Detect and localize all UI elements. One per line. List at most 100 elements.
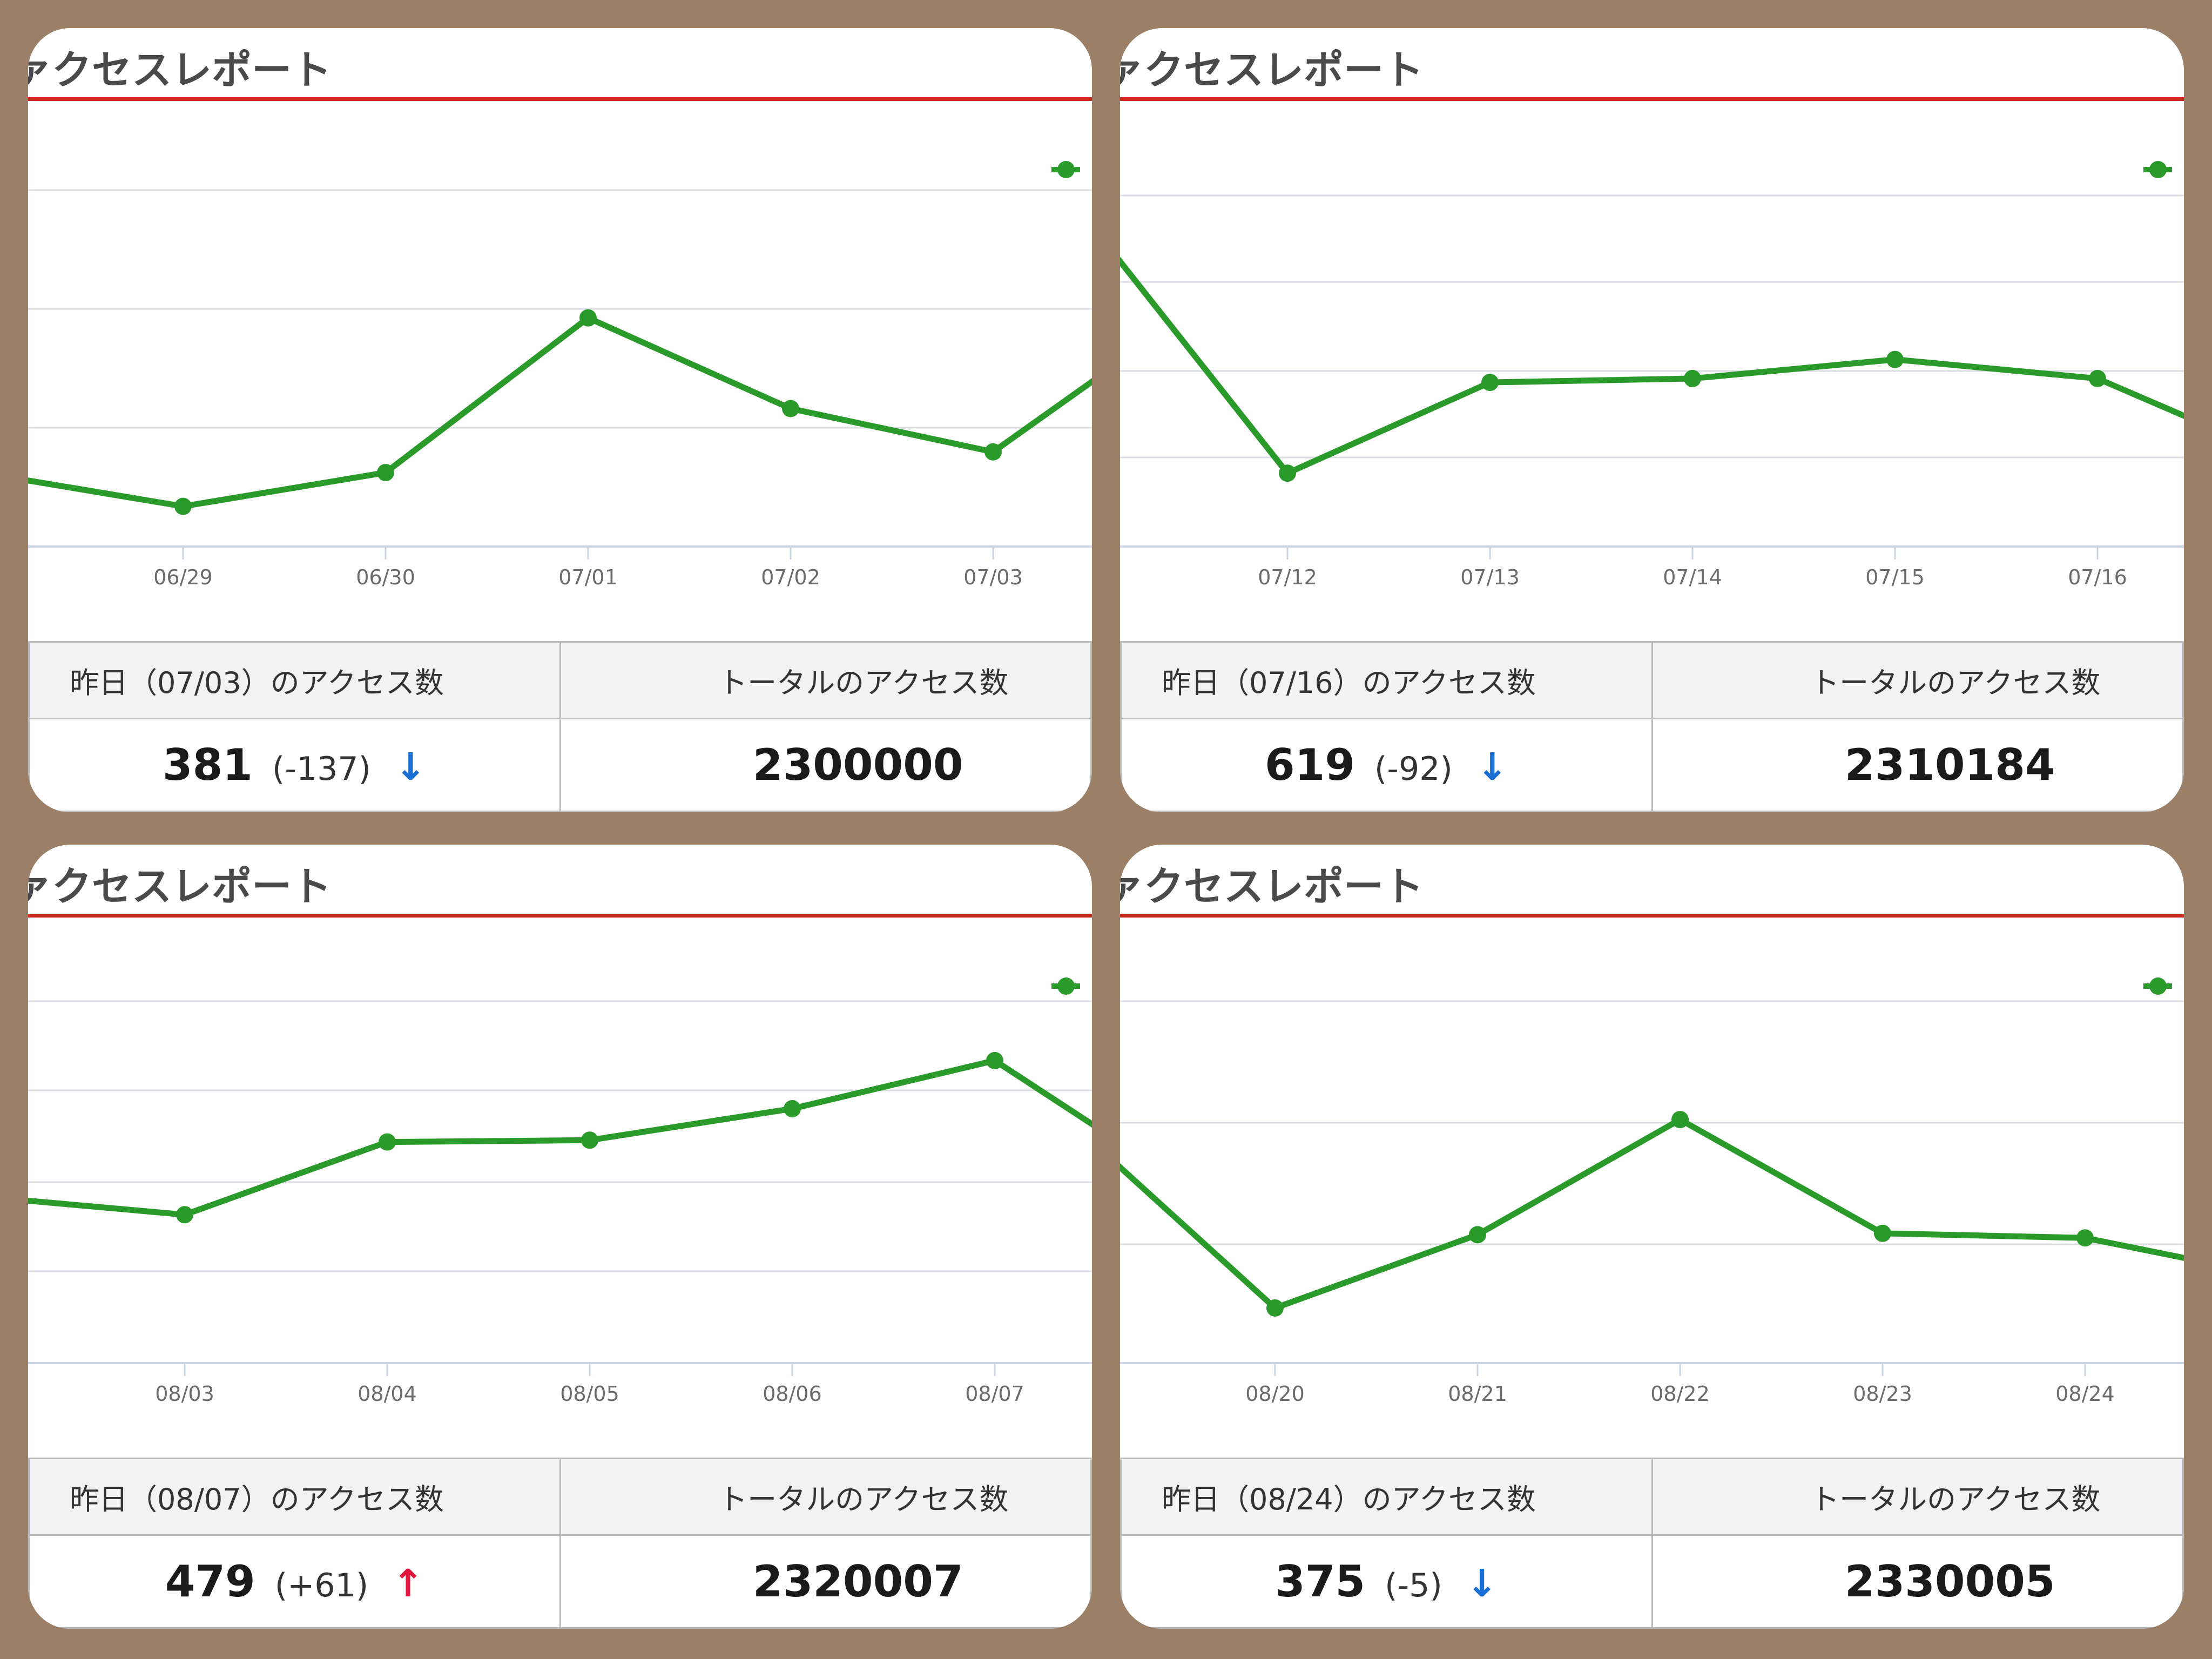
series-line xyxy=(28,1057,1092,1218)
data-point xyxy=(581,1131,598,1149)
access-line-chart: 06/29 06/30 07/01 07/02 07/03 xyxy=(28,161,1092,589)
data-point xyxy=(2076,1229,2094,1247)
x-tick-label: 07/15 xyxy=(1865,565,1925,589)
legend-dot-icon xyxy=(1057,977,1075,995)
yesterday-access-count: 375 xyxy=(1275,1556,1366,1607)
access-report-panel-4: 08/20 08/21 08/22 08/23 08/24 ァクセスレポート 昨日（08… xyxy=(1120,845,2184,1629)
arrow-down-icon: ↓ xyxy=(1466,1561,1498,1606)
yesterday-access-count: 479 xyxy=(165,1556,255,1607)
data-point xyxy=(176,1206,193,1224)
x-tick-label: 06/29 xyxy=(153,565,213,589)
data-point xyxy=(379,1133,396,1151)
data-point xyxy=(1266,1299,1284,1317)
access-report-panel-1: 06/29 06/30 07/01 07/02 07/03 ァクセスレポート 昨日（07… xyxy=(28,28,1092,812)
total-access-count: 2300000 xyxy=(752,740,963,791)
access-line-chart: 08/03 08/04 08/05 08/06 08/07 xyxy=(28,977,1092,1406)
yesterday-access-header: 昨日（07/16）のアクセス数 xyxy=(1120,640,1653,720)
x-tick-label: 07/16 xyxy=(2068,565,2127,589)
x-tick-label: 08/20 xyxy=(1245,1382,1305,1406)
data-point xyxy=(1469,1226,1486,1244)
total-access-header: トータルのアクセス数 xyxy=(559,1457,1092,1536)
data-point xyxy=(1671,1111,1689,1129)
data-point xyxy=(2089,369,2106,387)
x-tick-label: 08/06 xyxy=(763,1382,822,1406)
panel-title: ァクセスレポート xyxy=(28,864,332,910)
total-access-cell: 2300000 xyxy=(559,718,1092,812)
arrow-down-icon: ↓ xyxy=(394,745,427,790)
access-stats-table: 昨日（07/03）のアクセス数 トータルのアクセス数 381 (-137) ↓ 23… xyxy=(28,640,1092,812)
access-report-panel-2: 07/12 07/13 07/14 07/15 07/16 ァクセスレポート 昨日（07… xyxy=(1120,28,2184,812)
total-access-header: トータルのアクセス数 xyxy=(1651,1457,2184,1536)
data-point xyxy=(1279,464,1296,482)
access-stats-table: 昨日（08/07）のアクセス数 トータルのアクセス数 479 (+61) ↑ 232… xyxy=(28,1457,1092,1629)
series-line xyxy=(28,315,1092,510)
yesterday-access-cell: 619 (-92) ↓ xyxy=(1120,718,1653,812)
title-underline xyxy=(28,914,1092,918)
x-tick-label: 08/04 xyxy=(358,1382,417,1406)
data-point xyxy=(1874,1224,1891,1242)
data-point xyxy=(784,1100,801,1117)
x-tick-label: 08/22 xyxy=(1650,1382,1710,1406)
access-line-chart: 08/20 08/21 08/22 08/23 08/24 xyxy=(1120,977,2184,1406)
panel-title: ァクセスレポート xyxy=(1120,47,1424,93)
access-difference: (-137) xyxy=(272,750,371,788)
yesterday-access-header: 昨日（08/07）のアクセス数 xyxy=(28,1457,561,1536)
x-tick-label: 07/12 xyxy=(1258,565,1317,589)
x-tick-label: 08/24 xyxy=(2055,1382,2115,1406)
x-tick-label: 07/01 xyxy=(558,565,618,589)
title-underline xyxy=(1120,914,2184,918)
x-tick-label: 08/21 xyxy=(1448,1382,1507,1406)
x-tick-label: 08/23 xyxy=(1853,1382,1912,1406)
data-point xyxy=(579,309,597,327)
data-point xyxy=(174,497,192,515)
access-stats-table: 昨日（07/16）のアクセス数 トータルのアクセス数 619 (-92) ↓ 231… xyxy=(1120,640,2184,812)
yesterday-access-count: 381 xyxy=(162,740,253,791)
yesterday-access-cell: 381 (-137) ↓ xyxy=(28,718,561,812)
data-point xyxy=(984,443,1002,461)
data-point xyxy=(377,464,394,482)
data-point xyxy=(986,1051,1003,1069)
x-tick-label: 07/03 xyxy=(963,565,1023,589)
x-tick-label: 08/03 xyxy=(155,1382,214,1406)
access-line-chart: 07/12 07/13 07/14 07/15 07/16 xyxy=(1120,161,2184,589)
legend-dot-icon xyxy=(1057,161,1075,178)
total-access-cell: 2310184 xyxy=(1651,718,2184,812)
yesterday-access-header: 昨日（07/03）のアクセス数 xyxy=(28,640,561,720)
arrow-down-icon: ↓ xyxy=(1476,745,1508,790)
access-difference: (-92) xyxy=(1374,750,1453,788)
total-access-count: 2320007 xyxy=(752,1556,963,1607)
access-difference: (-5) xyxy=(1385,1567,1442,1605)
x-tick-label: 06/30 xyxy=(356,565,415,589)
access-report-panel-3: 08/03 08/04 08/05 08/06 08/07 ァクセスレポート 昨日（08… xyxy=(28,845,1092,1629)
yesterday-access-count: 619 xyxy=(1265,740,1355,791)
legend-dot-icon xyxy=(2149,977,2167,995)
x-tick-label: 08/05 xyxy=(560,1382,619,1406)
total-access-cell: 2320007 xyxy=(559,1534,1092,1629)
title-underline xyxy=(1120,97,2184,101)
access-difference: (+61) xyxy=(274,1567,369,1605)
title-underline xyxy=(28,97,1092,101)
total-access-count: 2310184 xyxy=(1844,740,2055,791)
yesterday-access-cell: 375 (-5) ↓ xyxy=(1120,1534,1653,1629)
series-line xyxy=(1120,1116,2184,1311)
arrow-up-icon: ↑ xyxy=(392,1561,424,1606)
panel-title: ァクセスレポート xyxy=(28,47,332,93)
data-point xyxy=(1481,374,1499,392)
series-line xyxy=(1120,257,2184,476)
total-access-count: 2330005 xyxy=(1844,1556,2055,1607)
data-point xyxy=(1886,350,1904,368)
legend-dot-icon xyxy=(2149,161,2167,178)
x-tick-label: 08/07 xyxy=(965,1382,1024,1406)
total-access-cell: 2330005 xyxy=(1651,1534,2184,1629)
x-tick-label: 07/14 xyxy=(1663,565,1722,589)
panel-title: ァクセスレポート xyxy=(1120,864,1424,910)
data-point xyxy=(1684,369,1701,387)
total-access-header: トータルのアクセス数 xyxy=(1651,640,2184,720)
x-tick-label: 07/13 xyxy=(1460,565,1520,589)
total-access-header: トータルのアクセス数 xyxy=(559,640,1092,720)
x-tick-label: 07/02 xyxy=(761,565,820,589)
yesterday-access-cell: 479 (+61) ↑ xyxy=(28,1534,561,1629)
yesterday-access-header: 昨日（08/24）のアクセス数 xyxy=(1120,1457,1653,1536)
data-point xyxy=(782,400,799,417)
access-stats-table: 昨日（08/24）のアクセス数 トータルのアクセス数 375 (-5) ↓ 2330… xyxy=(1120,1457,2184,1629)
